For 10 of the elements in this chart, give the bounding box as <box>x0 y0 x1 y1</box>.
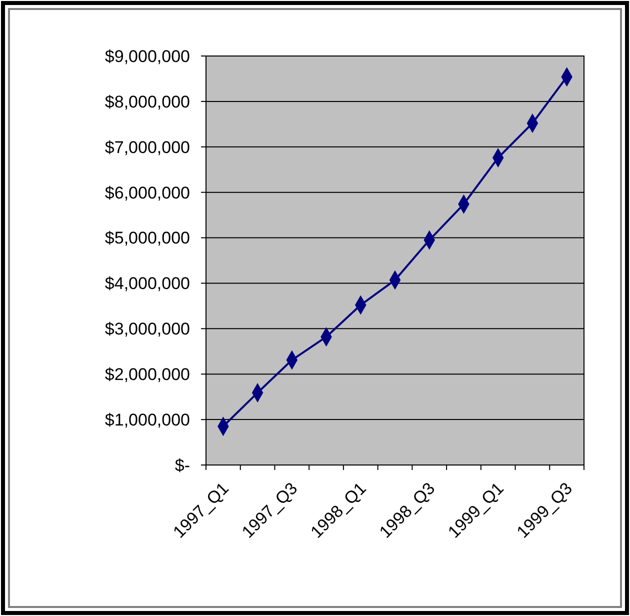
y-tick-label: $1,000,000 <box>104 410 190 430</box>
y-tick-label: $5,000,000 <box>104 228 190 248</box>
y-tick-label: $- <box>174 456 190 475</box>
y-tick-label: $9,000,000 <box>104 46 190 66</box>
y-tick-label: $3,000,000 <box>104 320 190 339</box>
y-tick-label: $7,000,000 <box>104 138 190 157</box>
y-tick-label: $2,000,000 <box>104 365 190 384</box>
y-tick-label: $4,000,000 <box>104 274 190 294</box>
y-tick-label: $6,000,000 <box>104 183 190 202</box>
y-tick-label: $8,000,000 <box>104 92 190 112</box>
